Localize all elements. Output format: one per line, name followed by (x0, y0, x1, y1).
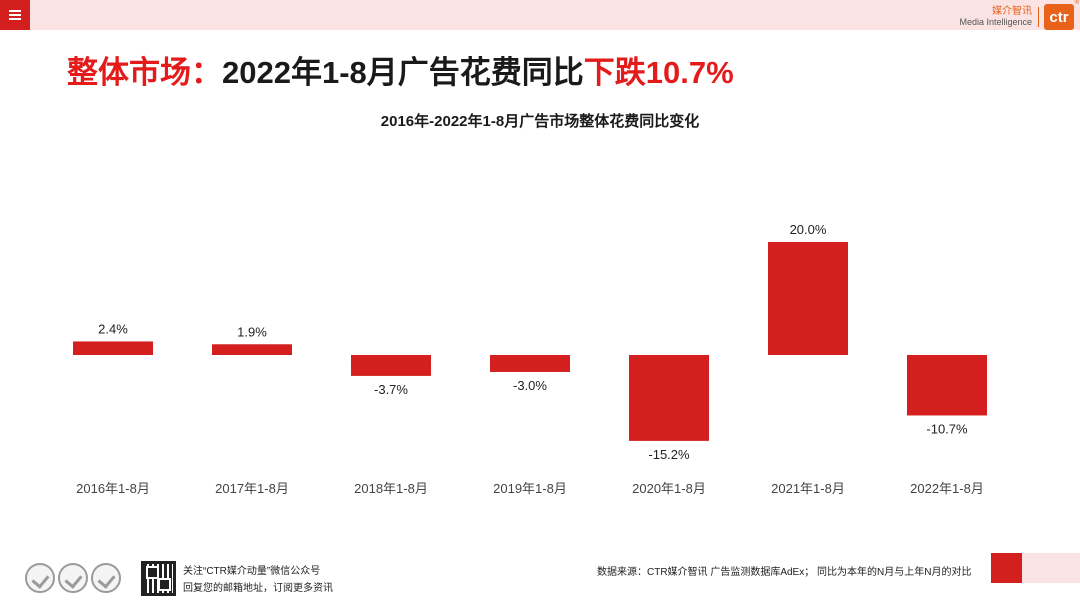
title-main: 2022年1-8月广告花费同比 (222, 55, 584, 90)
bar-6 (907, 355, 987, 416)
follow-info: 关注“CTR媒介动量”微信公众号 回复您的邮箱地址，订阅更多资讯 (183, 563, 333, 597)
bar-0 (73, 341, 153, 355)
corner-accent (991, 553, 1022, 583)
ctr-logo: ctr ® (1044, 0, 1079, 30)
data-label-3: -3.0% (513, 378, 547, 393)
hamburger-menu-icon[interactable] (0, 0, 30, 30)
corner-band (1022, 553, 1080, 583)
category-label-6: 2022年1-8月 (910, 481, 984, 496)
data-label-4: -15.2% (648, 447, 690, 462)
certification-badges (25, 563, 124, 593)
brand-logo: 媒介智讯 Media Intelligence ctr ® (959, 0, 1079, 30)
category-label-2: 2018年1-8月 (354, 481, 428, 496)
brand-divider (1038, 7, 1039, 27)
category-label-3: 2019年1-8月 (493, 481, 567, 496)
follow-line-1: 关注“CTR媒介动量”微信公众号 (183, 566, 321, 577)
bar-4 (629, 355, 709, 441)
data-source-note: 数据来源：CTR媒介智讯 广告监测数据库AdEx； 同比为本年的N月与上年N月的… (597, 567, 972, 578)
data-label-6: -10.7% (926, 421, 968, 436)
sgs-badge-icon (91, 563, 121, 593)
title-section: 整体市场： (67, 55, 222, 90)
data-label-2: -3.7% (374, 382, 408, 397)
brand-name-en: Media Intelligence (959, 17, 1032, 27)
brand-name-cn: 媒介智讯 (992, 6, 1032, 17)
bar-1 (212, 344, 292, 355)
category-label-4: 2020年1-8月 (632, 481, 706, 496)
bar-5 (768, 242, 848, 355)
category-label-5: 2021年1-8月 (771, 481, 845, 496)
sgs-badge-icon (58, 563, 88, 593)
ctr-logo-text: ctr (1049, 8, 1069, 26)
follow-line-2: 回复您的邮箱地址，订阅更多资讯 (183, 583, 333, 594)
data-label-0: 2.4% (98, 321, 128, 336)
data-label-5: 20.0% (790, 222, 827, 237)
category-label-1: 2017年1-8月 (215, 481, 289, 496)
top-bar: 媒介智讯 Media Intelligence ctr ® (0, 0, 1080, 30)
data-label-1: 1.9% (237, 324, 267, 339)
qr-code-icon (141, 561, 176, 596)
registered-mark: ® (1074, 0, 1079, 6)
title-highlight: 下跌10.7% (583, 55, 734, 90)
chart-title: 2016年-2022年1-8月广告市场整体花费同比变化 (380, 113, 700, 130)
page-title: 整体市场：2022年1-8月广告花费同比下跌10.7% (67, 47, 734, 92)
sgs-badge-icon (25, 563, 55, 593)
bar-3 (490, 355, 570, 372)
category-label-0: 2016年1-8月 (76, 481, 150, 496)
bar-2 (351, 355, 431, 376)
